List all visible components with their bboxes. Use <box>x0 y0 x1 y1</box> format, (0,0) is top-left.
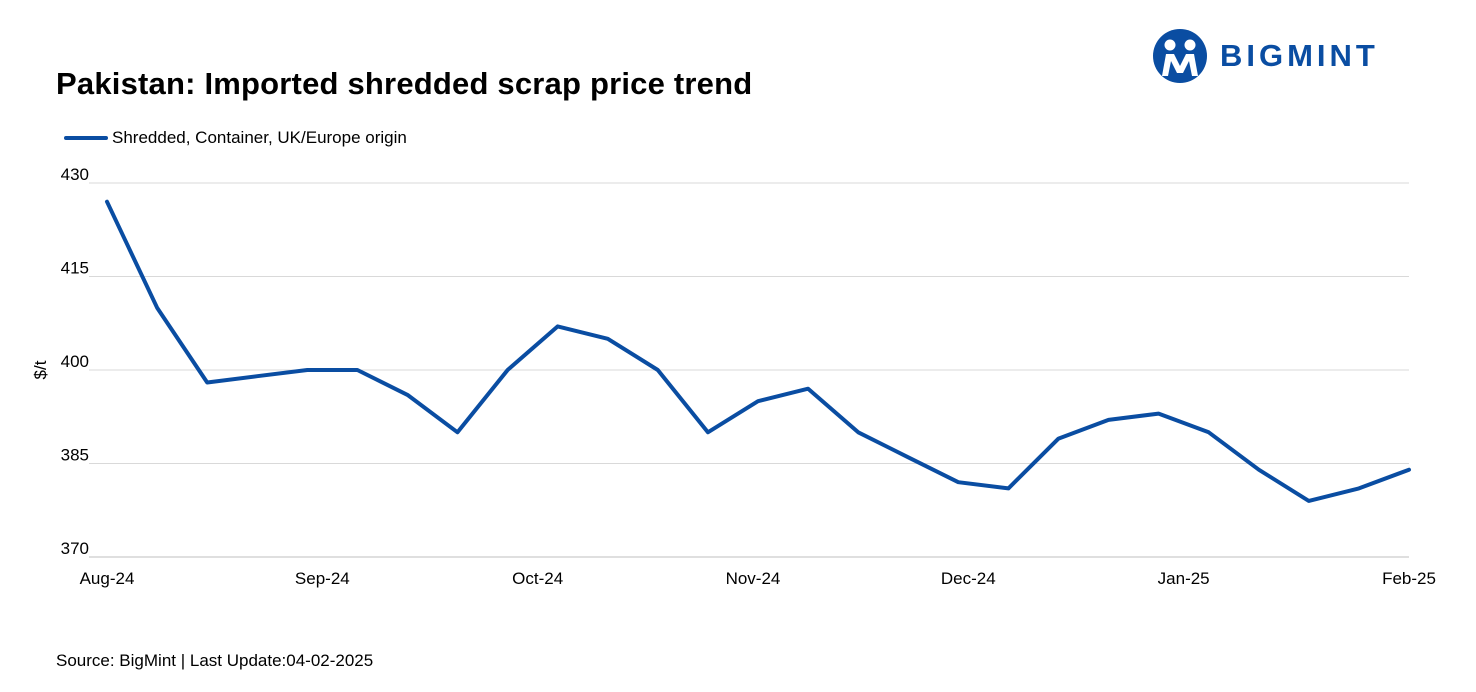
data-point <box>756 399 760 403</box>
data-point <box>906 455 910 459</box>
y-tick-label: 430 <box>61 165 89 184</box>
legend-line-swatch <box>64 136 108 140</box>
data-point <box>205 380 209 384</box>
data-point <box>856 430 860 434</box>
data-point <box>706 430 710 434</box>
x-tick-label: Feb-25 <box>1382 569 1436 588</box>
source-note: Source: BigMint | Last Update:04-02-2025 <box>56 651 374 670</box>
data-point <box>355 368 359 372</box>
data-point <box>1056 437 1060 441</box>
data-point <box>105 200 109 204</box>
data-point <box>1107 418 1111 422</box>
data-point <box>1006 486 1010 490</box>
data-point <box>155 306 159 310</box>
bigmint-logo: BIGMINT <box>1152 28 1379 84</box>
data-point <box>255 374 259 378</box>
data-point <box>305 368 309 372</box>
data-point <box>1307 499 1311 503</box>
data-point <box>405 393 409 397</box>
y-tick-label: 370 <box>61 539 89 558</box>
y-tick-label: 415 <box>61 259 89 278</box>
data-point <box>606 337 610 341</box>
legend: Shredded, Container, UK/Europe origin <box>64 126 407 150</box>
x-tick-label: Nov-24 <box>726 569 781 588</box>
bigmint-logo-icon <box>1153 29 1207 83</box>
series-line <box>105 199 1411 503</box>
data-point <box>656 368 660 372</box>
y-tick-label: 400 <box>61 352 89 371</box>
data-point <box>1357 486 1361 490</box>
data-point <box>556 324 560 328</box>
chart-title: Pakistan: Imported shredded scrap price … <box>56 66 753 101</box>
x-tick-label: Aug-24 <box>80 569 135 588</box>
legend-label: Shredded, Container, UK/Europe origin <box>112 128 407 147</box>
data-point <box>806 387 810 391</box>
data-point <box>1207 430 1211 434</box>
x-tick-label: Sep-24 <box>295 569 350 588</box>
data-point <box>1257 468 1261 472</box>
data-point <box>1157 412 1161 416</box>
data-point <box>506 368 510 372</box>
data-point <box>1407 468 1411 472</box>
x-tick-label: Oct-24 <box>512 569 563 588</box>
x-tick-label: Jan-25 <box>1158 569 1210 588</box>
data-point <box>956 480 960 484</box>
x-tick-label: Dec-24 <box>941 569 996 588</box>
y-tick-label: 385 <box>61 446 89 465</box>
bigmint-wordmark: BIGMINT <box>1220 38 1379 73</box>
data-point <box>456 430 460 434</box>
y-axis-title: $/t <box>31 360 50 379</box>
